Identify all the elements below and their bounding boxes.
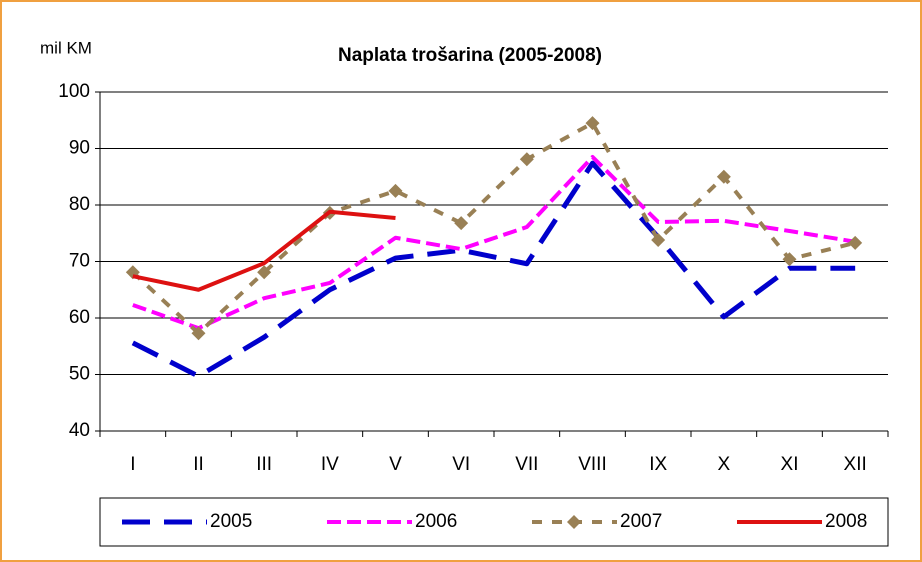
- marker: [716, 169, 731, 184]
- x-tick-label: II: [193, 454, 204, 475]
- y-tick-label: 60: [69, 307, 90, 328]
- x-tick-label: I: [130, 454, 135, 475]
- marker: [567, 515, 581, 529]
- series-line: [132, 209, 396, 292]
- x-tick-label: III: [256, 454, 272, 475]
- x-tick-label: VII: [515, 454, 538, 475]
- marker: [454, 216, 469, 231]
- x-tick-label: IX: [649, 454, 667, 475]
- y-tick-label: 50: [69, 364, 90, 385]
- y-tick-label: 40: [69, 420, 90, 441]
- x-tick-label: XI: [781, 454, 799, 475]
- marker: [257, 265, 272, 280]
- y-tick-label: 90: [69, 138, 90, 159]
- legend-label: 2007: [620, 511, 662, 532]
- x-tick-label: XII: [844, 454, 867, 475]
- legend-box: [99, 497, 889, 547]
- y-tick-label: 100: [58, 81, 90, 102]
- marker: [782, 252, 797, 267]
- marker: [585, 116, 600, 131]
- chart-title: Naplata trošarina (2005-2008): [338, 45, 602, 66]
- marker: [848, 235, 863, 250]
- legend-label: 2005: [210, 511, 252, 532]
- x-tick-label: VIII: [578, 454, 607, 475]
- marker: [388, 183, 403, 198]
- marker: [651, 233, 666, 248]
- series-line: [132, 154, 856, 331]
- marker: [519, 152, 534, 167]
- series-line: [131, 121, 856, 336]
- x-tick-label: V: [389, 454, 402, 475]
- y-tick-label: 80: [69, 194, 90, 215]
- series-line: [131, 160, 856, 379]
- x-tick-label: IV: [321, 454, 339, 475]
- y-axis-label: mil KM: [40, 38, 92, 57]
- legend-label: 2008: [825, 511, 867, 532]
- y-tick-label: 70: [69, 251, 90, 272]
- legend-label: 2006: [415, 511, 457, 532]
- marker: [191, 326, 206, 341]
- x-tick-label: X: [717, 454, 730, 475]
- x-tick-label: VI: [452, 454, 470, 475]
